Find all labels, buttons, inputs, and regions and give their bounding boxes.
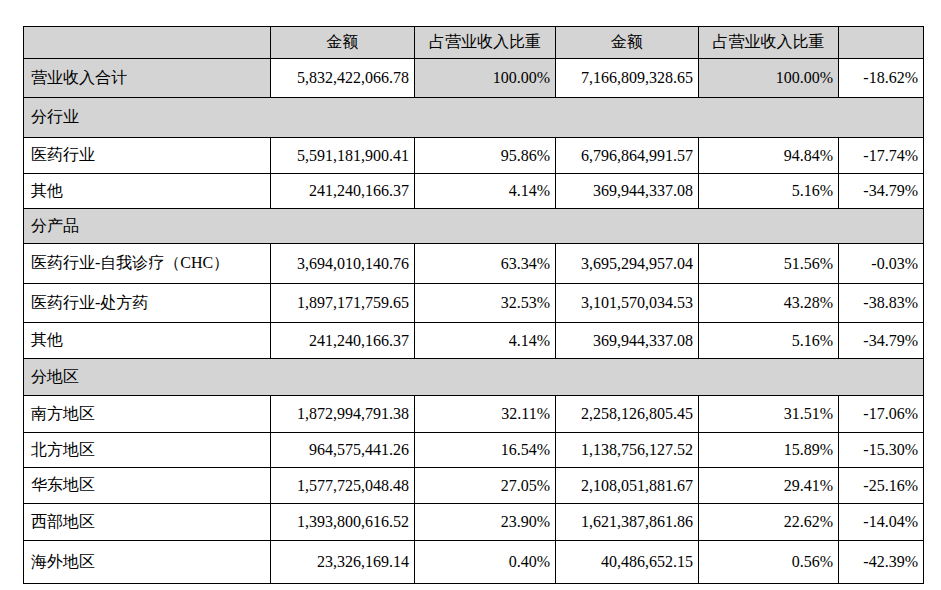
section-row: 分地区: [24, 359, 924, 396]
amount-cell: 6,796,864,991.57: [556, 138, 699, 174]
amount-cell: 241,240,166.37: [271, 174, 415, 209]
amount-cell: 5,832,422,066.78: [271, 59, 415, 98]
table-row: 其他241,240,166.374.14%369,944,337.085.16%…: [24, 323, 924, 359]
ratio-cell: 94.84%: [699, 138, 839, 174]
ratio-cell: 100.00%: [699, 59, 839, 98]
column-header: 金额: [271, 27, 415, 59]
ratio-cell: 29.41%: [699, 468, 839, 504]
ratio-cell: 0.56%: [699, 541, 839, 584]
row-label: 海外地区: [24, 541, 271, 584]
table-row: 医药行业-处方药1,897,171,759.6532.53%3,101,570,…: [24, 284, 924, 323]
amount-cell: 1,577,725,048.48: [271, 468, 415, 504]
ratio-cell: 63.34%: [415, 244, 556, 284]
amount-cell: 5,591,181,900.41: [271, 138, 415, 174]
row-label: 南方地区: [24, 396, 271, 433]
ratio-cell: 43.28%: [699, 284, 839, 323]
section-label: 分地区: [24, 359, 924, 396]
amount-cell: 2,108,051,881.67: [556, 468, 699, 504]
section-row: 分产品: [24, 209, 924, 244]
ratio-cell: 4.14%: [415, 323, 556, 359]
yoy-change-cell: -25.16%: [839, 468, 924, 504]
ratio-cell: 95.86%: [415, 138, 556, 174]
amount-cell: 1,621,387,861.86: [556, 504, 699, 541]
ratio-cell: 16.54%: [415, 433, 556, 468]
amount-cell: 1,393,800,616.52: [271, 504, 415, 541]
yoy-change-cell: -17.06%: [839, 396, 924, 433]
yoy-change-cell: -34.79%: [839, 174, 924, 209]
ratio-cell: 15.89%: [699, 433, 839, 468]
row-label: 其他: [24, 323, 271, 359]
table-row: 其他241,240,166.374.14%369,944,337.085.16%…: [24, 174, 924, 209]
ratio-cell: 23.90%: [415, 504, 556, 541]
ratio-cell: 0.40%: [415, 541, 556, 584]
ratio-cell: 51.56%: [699, 244, 839, 284]
ratio-cell: 31.51%: [699, 396, 839, 433]
row-label: 北方地区: [24, 433, 271, 468]
table-body: 营业收入合计5,832,422,066.78100.00%7,166,809,3…: [24, 59, 924, 584]
column-header: 占营业收入比重: [699, 27, 839, 59]
amount-cell: 369,944,337.08: [556, 323, 699, 359]
amount-cell: 40,486,652.15: [556, 541, 699, 584]
row-label: 西部地区: [24, 504, 271, 541]
row-label: 营业收入合计: [24, 59, 271, 98]
yoy-change-cell: -0.03%: [839, 244, 924, 284]
ratio-cell: 100.00%: [415, 59, 556, 98]
column-header-empty: [839, 27, 924, 59]
amount-cell: 1,138,756,127.52: [556, 433, 699, 468]
table-row: 营业收入合计5,832,422,066.78100.00%7,166,809,3…: [24, 59, 924, 98]
table-row: 医药行业5,591,181,900.4195.86%6,796,864,991.…: [24, 138, 924, 174]
amount-cell: 3,694,010,140.76: [271, 244, 415, 284]
row-label: 医药行业: [24, 138, 271, 174]
row-label: 其他: [24, 174, 271, 209]
yoy-change-cell: -38.83%: [839, 284, 924, 323]
row-label: 华东地区: [24, 468, 271, 504]
table-header: 金额占营业收入比重金额占营业收入比重: [24, 27, 924, 59]
ratio-cell: 32.11%: [415, 396, 556, 433]
table-row: 南方地区1,872,994,791.3832.11%2,258,126,805.…: [24, 396, 924, 433]
amount-cell: 1,897,171,759.65: [271, 284, 415, 323]
yoy-change-cell: -34.79%: [839, 323, 924, 359]
ratio-cell: 22.62%: [699, 504, 839, 541]
amount-cell: 3,101,570,034.53: [556, 284, 699, 323]
ratio-cell: 27.05%: [415, 468, 556, 504]
amount-cell: 3,695,294,957.04: [556, 244, 699, 284]
column-header: 占营业收入比重: [415, 27, 556, 59]
column-header: 金额: [556, 27, 699, 59]
yoy-change-cell: -17.74%: [839, 138, 924, 174]
table-row: 海外地区23,326,169.140.40%40,486,652.150.56%…: [24, 541, 924, 584]
revenue-breakdown-table: 金额占营业收入比重金额占营业收入比重 营业收入合计5,832,422,066.7…: [23, 26, 924, 584]
row-label: 医药行业-自我诊疗（CHC）: [24, 244, 271, 284]
amount-cell: 1,872,994,791.38: [271, 396, 415, 433]
column-header-empty: [24, 27, 271, 59]
yoy-change-cell: -18.62%: [839, 59, 924, 98]
amount-cell: 369,944,337.08: [556, 174, 699, 209]
table-row: 北方地区964,575,441.2616.54%1,138,756,127.52…: [24, 433, 924, 468]
ratio-cell: 4.14%: [415, 174, 556, 209]
table-row: 西部地区1,393,800,616.5223.90%1,621,387,861.…: [24, 504, 924, 541]
ratio-cell: 5.16%: [699, 323, 839, 359]
section-label: 分产品: [24, 209, 924, 244]
table-header-row: 金额占营业收入比重金额占营业收入比重: [24, 27, 924, 59]
amount-cell: 23,326,169.14: [271, 541, 415, 584]
section-label: 分行业: [24, 98, 924, 138]
table-row: 华东地区1,577,725,048.4827.05%2,108,051,881.…: [24, 468, 924, 504]
row-label: 医药行业-处方药: [24, 284, 271, 323]
amount-cell: 241,240,166.37: [271, 323, 415, 359]
amount-cell: 964,575,441.26: [271, 433, 415, 468]
document-page: 金额占营业收入比重金额占营业收入比重 营业收入合计5,832,422,066.7…: [0, 0, 941, 590]
yoy-change-cell: -14.04%: [839, 504, 924, 541]
section-row: 分行业: [24, 98, 924, 138]
table-row: 医药行业-自我诊疗（CHC）3,694,010,140.7663.34%3,69…: [24, 244, 924, 284]
ratio-cell: 32.53%: [415, 284, 556, 323]
ratio-cell: 5.16%: [699, 174, 839, 209]
amount-cell: 2,258,126,805.45: [556, 396, 699, 433]
yoy-change-cell: -42.39%: [839, 541, 924, 584]
yoy-change-cell: -15.30%: [839, 433, 924, 468]
amount-cell: 7,166,809,328.65: [556, 59, 699, 98]
